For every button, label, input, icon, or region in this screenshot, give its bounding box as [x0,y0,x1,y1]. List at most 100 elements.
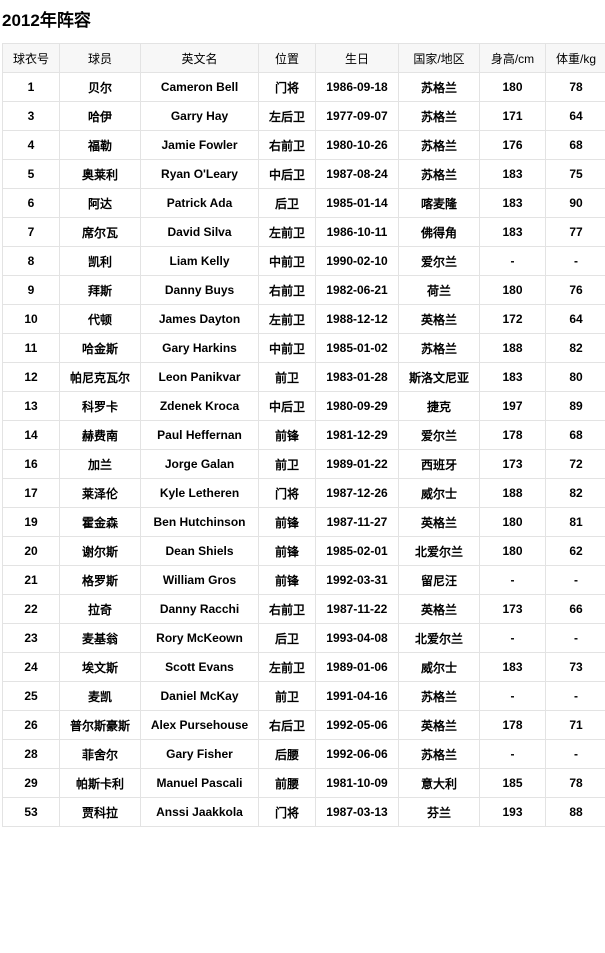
cell-english-name: Gary Harkins [140,333,259,363]
cell-height: 173 [479,449,546,479]
cell-weight: 64 [545,101,605,131]
cell-english-name: Gary Fisher [140,739,259,769]
cell-height: 180 [479,275,546,305]
cell-height: 180 [479,536,546,566]
table-row: 3 哈伊 Garry Hay 左后卫 1977-09-07 苏格兰 171 64 [2,101,605,131]
cell-number: 25 [2,681,60,711]
table-row: 26 普尔斯豪斯 Alex Pursehouse 右后卫 1992-05-06 英格兰 17… [2,710,605,740]
cell-chinese-name: 拉奇 [59,594,141,624]
cell-country: 喀麦隆 [398,188,480,218]
cell-number: 29 [2,768,60,798]
header-number: 球衣号 [2,43,60,73]
cell-birthdate: 1983-01-28 [315,362,399,392]
cell-weight: 75 [545,159,605,189]
cell-english-name: William Gros [140,565,259,595]
table-row: 6 阿达 Patrick Ada 后卫 1985-01-14 喀麦隆 183 90 [2,188,605,218]
table-row: 28 菲舍尔 Gary Fisher 后腰 1992-06-06 苏格兰 - - [2,739,605,769]
cell-height: - [479,681,546,711]
cell-country: 捷克 [398,391,480,421]
cell-chinese-name: 阿达 [59,188,141,218]
cell-english-name: Patrick Ada [140,188,259,218]
cell-weight: - [545,246,605,276]
cell-english-name: Zdenek Kroca [140,391,259,421]
cell-position: 中后卫 [258,391,316,421]
cell-height: 188 [479,478,546,508]
cell-country: 西班牙 [398,449,480,479]
cell-english-name: Ryan O'Leary [140,159,259,189]
cell-height: 172 [479,304,546,334]
cell-weight: 73 [545,652,605,682]
cell-height: 180 [479,507,546,537]
cell-chinese-name: 赫费南 [59,420,141,450]
cell-number: 19 [2,507,60,537]
cell-birthdate: 1988-12-12 [315,304,399,334]
cell-weight: 88 [545,797,605,827]
cell-position: 中前卫 [258,333,316,363]
cell-english-name: Danny Buys [140,275,259,305]
cell-english-name: Leon Panikvar [140,362,259,392]
cell-english-name: Paul Heffernan [140,420,259,450]
table-row: 10 代顿 James Dayton 左前卫 1988-12-12 英格兰 172 64 [2,304,605,334]
cell-number: 7 [2,217,60,247]
cell-country: 留尼汪 [398,565,480,595]
cell-position: 前卫 [258,362,316,392]
cell-birthdate: 1985-01-02 [315,333,399,363]
cell-chinese-name: 贝尔 [59,72,141,102]
cell-weight: 64 [545,304,605,334]
table-row: 12 帕尼克瓦尔 Leon Panikvar 前卫 1983-01-28 斯洛文尼亚 183… [2,362,605,392]
cell-country: 威尔士 [398,478,480,508]
header-position: 位置 [258,43,316,73]
cell-number: 20 [2,536,60,566]
cell-height: - [479,246,546,276]
cell-number: 21 [2,565,60,595]
cell-birthdate: 1987-11-22 [315,594,399,624]
cell-number: 1 [2,72,60,102]
table-row: 24 埃文斯 Scott Evans 左前卫 1989-01-06 威尔士 183 73 [2,652,605,682]
header-weight: 体重/kg [545,43,605,73]
cell-birthdate: 1980-09-29 [315,391,399,421]
cell-english-name: Garry Hay [140,101,259,131]
cell-chinese-name: 霍金森 [59,507,141,537]
cell-height: 180 [479,72,546,102]
cell-country: 爱尔兰 [398,420,480,450]
cell-position: 门将 [258,797,316,827]
cell-english-name: Danny Racchi [140,594,259,624]
cell-english-name: James Dayton [140,304,259,334]
cell-country: 爱尔兰 [398,246,480,276]
cell-english-name: Daniel McKay [140,681,259,711]
cell-birthdate: 1991-04-16 [315,681,399,711]
cell-position: 左前卫 [258,304,316,334]
header-birthdate: 生日 [315,43,399,73]
cell-number: 24 [2,652,60,682]
cell-country: 苏格兰 [398,159,480,189]
cell-weight: 68 [545,420,605,450]
cell-position: 右前卫 [258,130,316,160]
table-row: 9 拜斯 Danny Buys 右前卫 1982-06-21 荷兰 180 76 [2,275,605,305]
table-row: 5 奥莱利 Ryan O'Leary 中后卫 1987-08-24 苏格兰 183 75 [2,159,605,189]
cell-position: 前锋 [258,536,316,566]
table-row: 19 霍金森 Ben Hutchinson 前锋 1987-11-27 英格兰 180 81 [2,507,605,537]
cell-chinese-name: 菲舍尔 [59,739,141,769]
table-row: 4 福勒 Jamie Fowler 右前卫 1980-10-26 苏格兰 176 68 [2,130,605,160]
cell-chinese-name: 贾科拉 [59,797,141,827]
cell-english-name: David Silva [140,217,259,247]
cell-country: 荷兰 [398,275,480,305]
cell-position: 右前卫 [258,275,316,305]
cell-birthdate: 1987-03-13 [315,797,399,827]
cell-birthdate: 1986-09-18 [315,72,399,102]
table-row: 25 麦凯 Daniel McKay 前卫 1991-04-16 苏格兰 - - [2,681,605,711]
cell-birthdate: 1982-06-21 [315,275,399,305]
table-row: 22 拉奇 Danny Racchi 右前卫 1987-11-22 英格兰 173 66 [2,594,605,624]
cell-english-name: Kyle Letheren [140,478,259,508]
cell-birthdate: 1981-12-29 [315,420,399,450]
cell-number: 5 [2,159,60,189]
cell-position: 后卫 [258,188,316,218]
cell-chinese-name: 莱泽伦 [59,478,141,508]
cell-english-name: Alex Pursehouse [140,710,259,740]
table-row: 16 加兰 Jorge Galan 前卫 1989-01-22 西班牙 173 72 [2,449,605,479]
cell-birthdate: 1977-09-07 [315,101,399,131]
cell-position: 门将 [258,72,316,102]
cell-country: 苏格兰 [398,739,480,769]
cell-weight: 89 [545,391,605,421]
cell-number: 16 [2,449,60,479]
